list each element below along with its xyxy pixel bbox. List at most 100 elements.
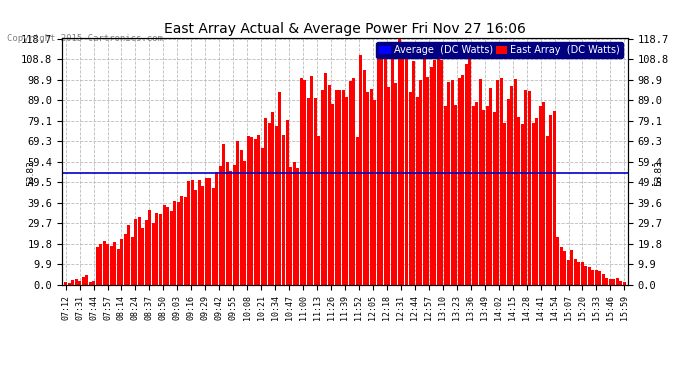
Bar [219,166,221,285]
Bar [363,70,366,285]
Bar [581,261,584,285]
Bar [190,180,194,285]
Bar [85,274,88,285]
Bar [99,244,102,285]
Bar [395,83,397,285]
Bar [342,90,345,285]
Bar [482,110,485,285]
Bar [408,92,411,285]
Bar [148,210,151,285]
Bar [103,240,106,285]
Bar [166,207,169,285]
Bar [89,282,92,285]
Bar [286,120,288,285]
Bar [380,51,384,285]
Bar [612,279,615,285]
Bar [359,55,362,285]
Bar [465,63,468,285]
Bar [616,278,619,285]
Bar [524,90,527,285]
Bar [553,111,555,285]
Bar [609,279,612,285]
Bar [212,188,215,285]
Text: Copyright 2015 Cartronics.com: Copyright 2015 Cartronics.com [7,34,163,43]
Bar [535,118,538,285]
Bar [479,79,482,285]
Bar [447,82,450,285]
Bar [584,266,587,285]
Bar [338,90,342,285]
Bar [500,78,503,285]
Bar [412,61,415,285]
Bar [254,139,257,285]
Bar [299,78,302,285]
Bar [64,282,67,285]
Bar [145,220,148,285]
Bar [226,162,229,285]
Bar [331,104,334,285]
Bar [356,137,359,285]
Bar [419,80,422,285]
Bar [384,42,387,285]
Bar [279,92,282,285]
Bar [387,87,391,285]
Bar [578,262,580,285]
Bar [170,210,172,285]
Bar [461,75,464,285]
Bar [345,97,348,285]
Bar [314,98,317,285]
Bar [194,190,197,285]
Bar [549,115,552,285]
Bar [457,78,461,285]
Bar [493,112,496,285]
Bar [197,180,201,285]
Text: 53.83: 53.83 [655,160,664,186]
Bar [117,249,120,285]
Bar [373,100,376,285]
Bar [451,80,454,285]
Bar [96,248,99,285]
Bar [504,123,506,285]
Bar [110,246,112,285]
Bar [475,102,478,285]
Bar [370,89,373,285]
Bar [215,172,218,285]
Bar [377,59,380,285]
Bar [602,274,605,285]
Bar [514,79,517,285]
Bar [496,80,500,285]
Bar [250,138,253,285]
Bar [222,144,225,285]
Bar [268,123,271,285]
Legend: Average  (DC Watts), East Array  (DC Watts): Average (DC Watts), East Array (DC Watts… [376,42,623,58]
Bar [271,112,275,285]
Bar [620,281,622,285]
Bar [317,136,320,285]
Bar [588,267,591,285]
Bar [71,280,74,285]
Bar [135,219,137,285]
Bar [159,213,162,285]
Title: East Array Actual & Average Power Fri Nov 27 16:06: East Array Actual & Average Power Fri No… [164,22,526,36]
Bar [75,279,78,285]
Bar [303,80,306,285]
Bar [328,86,331,285]
Bar [173,201,176,285]
Bar [68,283,70,285]
Bar [106,244,109,285]
Bar [353,78,355,285]
Bar [605,278,609,285]
Bar [489,88,493,285]
Bar [531,123,535,285]
Text: 53.83: 53.83 [26,160,35,186]
Bar [289,168,292,285]
Bar [469,58,471,285]
Bar [542,102,545,285]
Bar [113,242,117,285]
Bar [324,73,327,285]
Bar [528,91,531,285]
Bar [570,250,573,285]
Bar [247,136,250,285]
Bar [141,228,144,285]
Bar [208,178,211,285]
